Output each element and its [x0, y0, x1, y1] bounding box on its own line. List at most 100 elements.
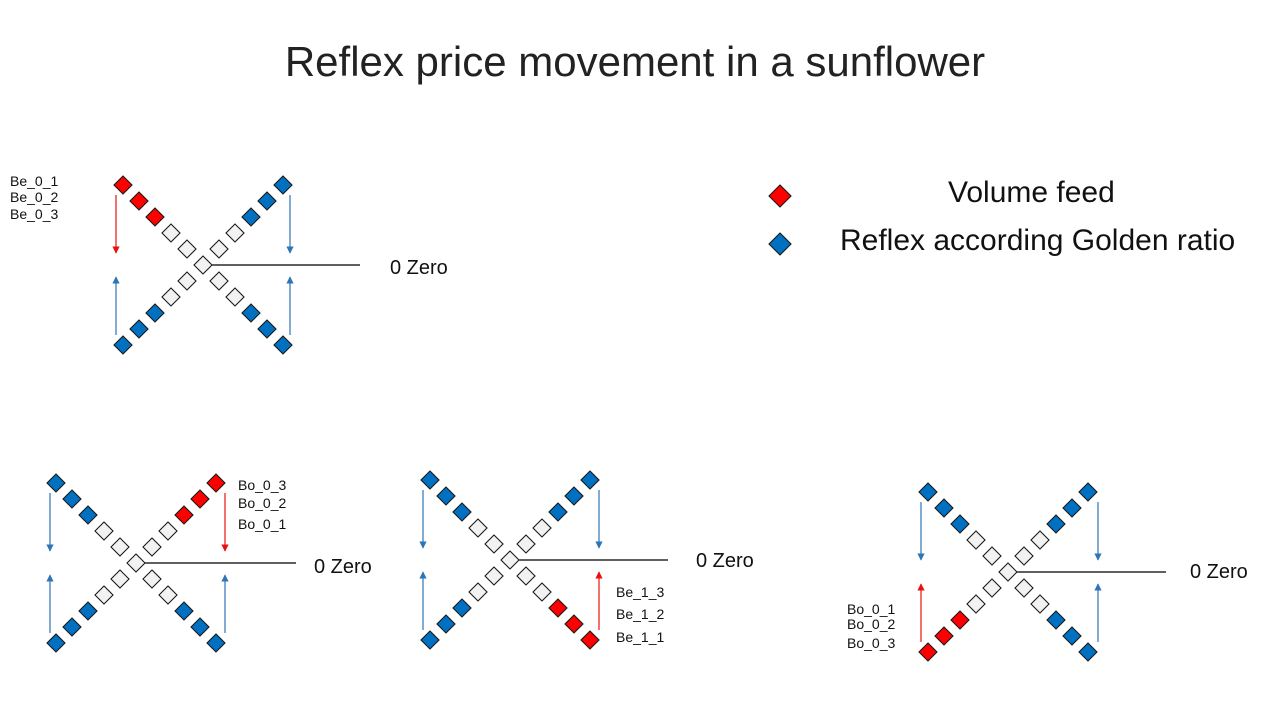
figure-bo-0-top: 0 Zero Bo_0_3 Bo_0_2 Bo_0_1 [46, 473, 372, 653]
diamond-top-left-2 [161, 223, 181, 243]
diamond-top-left-4 [436, 486, 456, 506]
center-diamond [500, 550, 520, 570]
diamond-top-right-2 [532, 518, 552, 538]
diamond-top-right-5 [206, 473, 226, 493]
diamond-bottom-right-1 [516, 566, 536, 586]
diamond-bottom-right-5 [1078, 642, 1098, 662]
diamond-top-left-3 [145, 207, 165, 227]
diamond-bottom-right-1 [209, 271, 229, 291]
diamond-bottom-right-1 [1014, 578, 1034, 598]
legend-label-reflex-golden-ratio: Reflex according Golden ratio [840, 224, 1236, 257]
diamond-bottom-left-4 [62, 617, 82, 637]
diamond-top-right-2 [225, 223, 245, 243]
diamond-bottom-right-1 [142, 569, 162, 589]
diamond-top-right-3 [1046, 514, 1066, 534]
diamond-bottom-left-2 [468, 582, 488, 602]
diamond-top-right-1 [209, 239, 229, 259]
figure-be-1: 0 Zero Be_1_3 Be_1_2 Be_1_1 [419, 470, 754, 650]
diamond-bottom-right-4 [564, 614, 584, 634]
diamond-top-left-5 [918, 482, 938, 502]
diamond-top-left-5 [420, 470, 440, 490]
blue-diamond-icon [768, 232, 792, 256]
diamond-top-left-1 [982, 546, 1002, 566]
diamond-top-left-2 [468, 518, 488, 538]
diamond-bottom-left-2 [161, 287, 181, 307]
page-title: Reflex price movement in a sunflower [284, 38, 986, 85]
center-diamond [126, 553, 146, 573]
level-label: Bo_0_1 [238, 516, 286, 532]
diamond-top-right-4 [1062, 498, 1082, 518]
diamond-bottom-right-5 [580, 630, 600, 650]
diamond-top-left-1 [177, 239, 197, 259]
diamond-bottom-right-4 [257, 319, 277, 339]
zero-label: 0 Zero [1190, 561, 1248, 583]
diamond-bottom-right-4 [1062, 626, 1082, 646]
level-label: Be_0_2 [10, 189, 58, 205]
diamond-bottom-left-1 [982, 578, 1002, 598]
diamond-top-right-4 [257, 191, 277, 211]
diamond-bottom-right-2 [1030, 594, 1050, 614]
diamond-top-right-5 [273, 175, 293, 195]
diamond-top-left-3 [452, 502, 472, 522]
diamond-bottom-left-1 [177, 271, 197, 291]
diamond-top-left-4 [62, 489, 82, 509]
diamond-bottom-left-4 [129, 319, 149, 339]
diamond-top-right-1 [1014, 546, 1034, 566]
diamond-top-right-1 [142, 537, 162, 557]
diamond-bottom-left-1 [484, 566, 504, 586]
diamond-top-left-4 [129, 191, 149, 211]
zero-label: 0 Zero [696, 550, 754, 572]
diamond-bottom-left-3 [78, 601, 98, 621]
diamond-top-left-5 [113, 175, 133, 195]
level-label: Bo_0_3 [238, 477, 286, 493]
diamond-top-left-2 [966, 530, 986, 550]
diamond-bottom-left-1 [110, 569, 130, 589]
level-label: Be_1_1 [616, 629, 664, 645]
center-diamond [998, 562, 1018, 582]
zero-label: 0 Zero [390, 257, 448, 279]
diamond-top-left-5 [46, 473, 66, 493]
diamond-bottom-left-3 [452, 598, 472, 618]
diamond-bottom-right-2 [158, 585, 178, 605]
diamond-top-right-5 [580, 470, 600, 490]
figures: 0 Zero Be_0_1Be_0_2Be_0_3 0 Zero Bo_0_3 Bo_0… [10, 173, 1248, 662]
diamond-top-right-4 [190, 489, 210, 509]
diamond-top-left-1 [110, 537, 130, 557]
legend-label-volume-feed: Volume feed [948, 176, 1115, 209]
diamond-bottom-right-3 [241, 303, 261, 323]
diamond-top-left-1 [484, 534, 504, 554]
level-label: Be_0_3 [10, 206, 58, 222]
diamond-bottom-left-5 [46, 633, 66, 653]
diamond-bottom-left-2 [966, 594, 986, 614]
diamond-top-left-2 [94, 521, 114, 541]
diamond-bottom-left-3 [950, 610, 970, 630]
center-diamond [193, 255, 213, 275]
diamond-top-right-3 [241, 207, 261, 227]
red-diamond-icon [768, 184, 792, 208]
diamond-top-left-4 [934, 498, 954, 518]
level-label: Be_1_2 [616, 606, 664, 622]
diamond-top-right-2 [1030, 530, 1050, 550]
diamond-bottom-left-4 [436, 614, 456, 634]
level-label: Bo_0_2 [847, 616, 895, 632]
level-label: Bo_0_1 [847, 601, 895, 617]
diamond-bottom-left-3 [145, 303, 165, 323]
diamond-top-left-3 [78, 505, 98, 525]
diamond-top-right-3 [174, 505, 194, 525]
diamond-top-right-2 [158, 521, 178, 541]
diamond-bottom-left-4 [934, 626, 954, 646]
diamond-top-right-5 [1078, 482, 1098, 502]
diamond-bottom-right-4 [190, 617, 210, 637]
diamond-bottom-right-3 [548, 598, 568, 618]
diamond-bottom-left-5 [113, 335, 133, 355]
diamond-bottom-right-3 [174, 601, 194, 621]
diamond-top-right-1 [516, 534, 536, 554]
level-label: Bo_0_3 [847, 635, 895, 651]
figure-bo-0-bottom: 0 Zero Bo_0_1Bo_0_2 Bo_0_3 [847, 482, 1248, 662]
legend-icons [768, 184, 792, 256]
diamond-top-right-4 [564, 486, 584, 506]
level-label: Bo_0_2 [238, 495, 286, 511]
level-label: Be_0_1 [10, 173, 58, 189]
diamond-bottom-right-2 [532, 582, 552, 602]
